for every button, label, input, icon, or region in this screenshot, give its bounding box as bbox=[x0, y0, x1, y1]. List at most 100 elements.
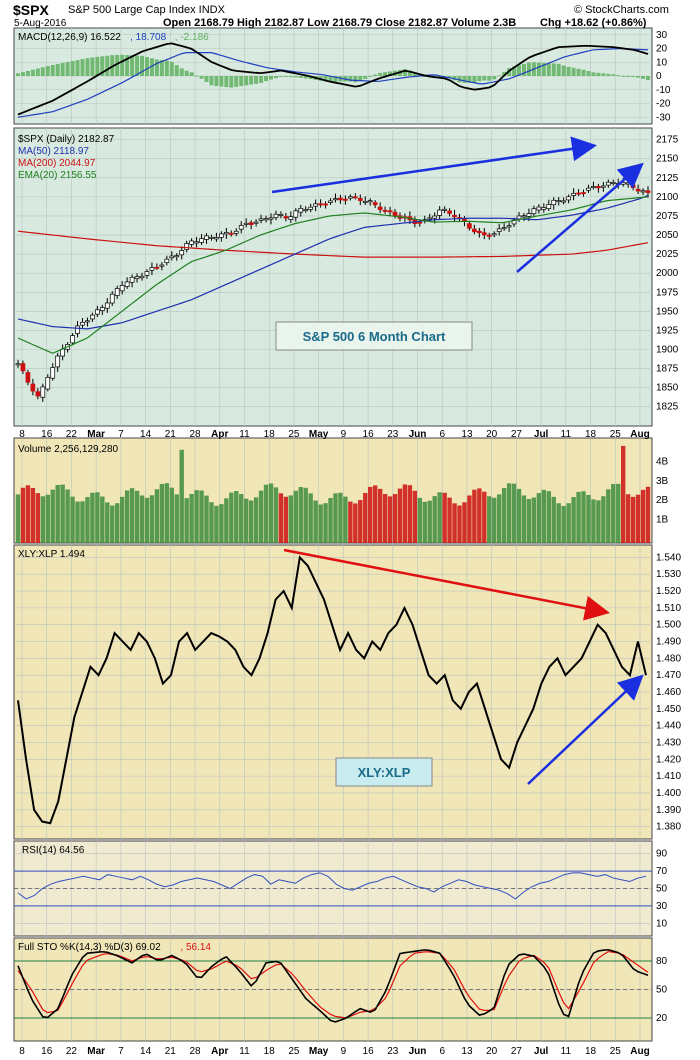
x-tick-label-bottom: 14 bbox=[140, 1046, 152, 1057]
price-candle-body bbox=[328, 200, 333, 203]
volume-bar bbox=[60, 484, 65, 543]
macd-histogram-bar bbox=[159, 60, 164, 76]
volume-bar bbox=[80, 501, 85, 543]
macd-histogram-bar bbox=[234, 76, 239, 87]
volume-bar bbox=[526, 498, 532, 543]
macd-histogram-bar bbox=[487, 76, 492, 81]
volume-bar bbox=[105, 502, 110, 543]
price-candle-body bbox=[194, 241, 199, 244]
volume-bar bbox=[134, 490, 140, 543]
macd-histogram-bar bbox=[596, 72, 601, 76]
volume-bar bbox=[253, 497, 259, 543]
volume-bar bbox=[273, 487, 279, 543]
price-candle-body bbox=[99, 307, 105, 311]
macd-histogram-bar bbox=[497, 75, 502, 77]
price-candle-body bbox=[308, 206, 314, 210]
volume-bar bbox=[323, 503, 328, 543]
macd-histogram-bar bbox=[244, 76, 249, 86]
volume-bar bbox=[501, 488, 507, 543]
price-candle-body bbox=[591, 186, 596, 188]
rsi-y-tick-label: 70 bbox=[656, 866, 668, 877]
macd-histogram-bar bbox=[50, 64, 55, 76]
volume-bar bbox=[511, 483, 517, 543]
price-candle-body bbox=[372, 202, 378, 206]
macd-histogram-bar bbox=[328, 76, 333, 82]
volume-bar bbox=[144, 497, 150, 543]
price-candle-body bbox=[605, 181, 611, 186]
price-candle-body bbox=[387, 210, 393, 213]
x-tick-label-bottom: Aug bbox=[630, 1046, 649, 1057]
price-candle-body bbox=[253, 221, 259, 224]
x-tick-label-top: Aug bbox=[630, 429, 649, 440]
price-y-tick-label: 1900 bbox=[656, 345, 679, 356]
x-tick-label-bottom: 23 bbox=[387, 1046, 399, 1057]
volume-bar bbox=[581, 491, 586, 543]
volume-bar bbox=[482, 491, 487, 543]
price-candle-body bbox=[377, 206, 383, 211]
volume-bar bbox=[541, 489, 547, 543]
price-candle-body bbox=[144, 271, 150, 276]
volume-bar bbox=[20, 487, 26, 543]
volume-bar bbox=[75, 501, 80, 543]
price-candle-body bbox=[278, 213, 284, 216]
volume-bar bbox=[506, 483, 512, 543]
macd-legend-text: , -2.186 bbox=[175, 32, 209, 43]
stockcharts-brand: © StockCharts.com bbox=[574, 4, 669, 16]
price-candle-body bbox=[437, 209, 443, 216]
macd-histogram-bar bbox=[249, 76, 254, 85]
price-y-tick-label: 1825 bbox=[656, 402, 679, 413]
price-candle-body bbox=[313, 203, 318, 207]
ratio-y-tick-label: 1.540 bbox=[656, 552, 681, 563]
macd-histogram-bar bbox=[30, 69, 35, 76]
price-legend-text: EMA(20) 2156.55 bbox=[18, 170, 97, 181]
price-candle-body bbox=[288, 216, 294, 220]
ratio-y-tick-label: 1.520 bbox=[656, 586, 681, 597]
price-candle-body bbox=[556, 200, 562, 203]
volume-bar bbox=[65, 489, 70, 543]
volume-bar bbox=[224, 498, 229, 543]
price-candle-body bbox=[109, 293, 115, 304]
x-tick-label-bottom: 28 bbox=[189, 1046, 201, 1057]
macd-histogram-bar bbox=[378, 72, 383, 76]
volume-bar bbox=[55, 484, 60, 543]
price-candle-body bbox=[164, 258, 170, 263]
price-candle-body bbox=[521, 215, 527, 218]
volume-bar bbox=[129, 488, 135, 543]
macd-histogram-bar bbox=[388, 71, 393, 76]
macd-y-tick-label: -30 bbox=[656, 112, 671, 123]
price-candle-body bbox=[40, 386, 46, 398]
x-tick-label-top: 22 bbox=[66, 429, 78, 440]
price-candle-body bbox=[561, 200, 567, 203]
price-annotation-box bbox=[275, 321, 473, 351]
price-annotation-label: S&P 500 6 Month Chart bbox=[303, 329, 446, 344]
volume-bar bbox=[278, 493, 284, 543]
volume-y-tick-label: 4B bbox=[656, 456, 669, 467]
price-candle-body bbox=[228, 232, 234, 235]
price-candle-body bbox=[581, 192, 586, 195]
ratio-y-tick-label: 1.420 bbox=[656, 754, 681, 765]
volume-bar bbox=[363, 492, 368, 543]
volume-bar bbox=[496, 494, 502, 543]
volume-bar bbox=[115, 503, 120, 543]
price-candle-body bbox=[625, 182, 631, 185]
macd-histogram-bar bbox=[100, 56, 105, 76]
volume-bar bbox=[243, 498, 249, 543]
volume-y-tick-label: 2B bbox=[656, 495, 669, 506]
price-candle-body bbox=[184, 243, 190, 250]
x-tick-label-bottom: 27 bbox=[511, 1046, 523, 1057]
volume-bar bbox=[462, 502, 467, 543]
volume-bar bbox=[472, 489, 477, 543]
macd-histogram-bar bbox=[288, 76, 293, 78]
change-summary: Chg +18.62 (+0.86%) bbox=[540, 17, 647, 29]
macd-histogram-bar bbox=[348, 76, 353, 82]
volume-bar bbox=[219, 504, 224, 543]
macd-histogram-bar bbox=[298, 76, 303, 78]
x-tick-label-bottom: 25 bbox=[288, 1046, 300, 1057]
ratio-y-tick-label: 1.460 bbox=[656, 687, 681, 698]
macd-histogram-bar bbox=[546, 63, 551, 76]
sto-k-line bbox=[17, 948, 649, 1023]
volume-bar bbox=[149, 495, 155, 543]
macd-histogram-bar bbox=[616, 75, 621, 77]
price-candle-body bbox=[640, 190, 646, 193]
